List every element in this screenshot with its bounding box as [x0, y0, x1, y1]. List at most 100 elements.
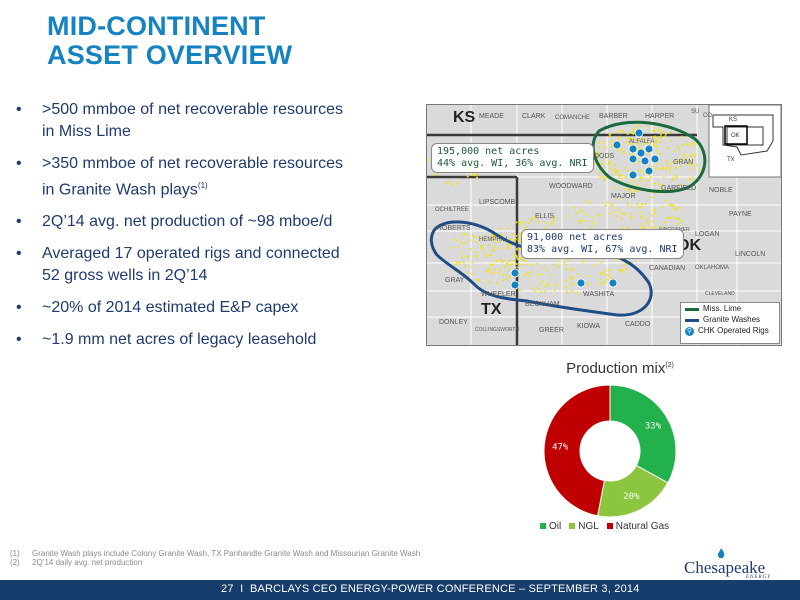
- county-label: GRAN: [673, 159, 694, 166]
- footnotes: (1) Granite Wash plays include Colony Gra…: [10, 549, 420, 567]
- county-label: HARPER: [645, 113, 675, 120]
- miss-lime-line-icon: [685, 307, 699, 311]
- footer-separator: I: [240, 583, 244, 595]
- map-legend: Miss. Lime Granite Washes ⚲ CHK Operated …: [680, 302, 780, 344]
- county-label: GARFIELD: [661, 185, 697, 192]
- bullet-dot-icon: •: [16, 155, 22, 172]
- miss-lime-interest: 44% avg. WI, 36% avg. NRI: [437, 158, 588, 169]
- page-number: 27: [221, 583, 234, 595]
- bullet-dot-icon: •: [16, 213, 22, 231]
- county-label: HEMPHILL: [479, 237, 510, 243]
- bullet-text: 52 gross wells in 2Q’14: [42, 267, 208, 285]
- county-label: LOGAN: [695, 231, 720, 238]
- granite-wash-line-icon: [685, 318, 699, 322]
- miss-lime-acres: 195,000 net acres: [437, 146, 540, 157]
- footnote-2: (2) 2Q’14 daily avg. net production: [10, 558, 420, 567]
- slide-title: MID-CONTINENT ASSET OVERVIEW: [47, 12, 292, 70]
- flame-icon: [717, 548, 725, 559]
- county-label: PAYNE: [729, 211, 752, 218]
- pie-slice-natural-gas: [543, 384, 611, 517]
- granite-wash-acres-box: 91,000 net acres 83% avg. WI, 67% avg. N…: [521, 229, 684, 259]
- legend-item-oil: Oil: [540, 521, 561, 532]
- legend-item-ngl: NGL: [569, 521, 599, 532]
- county-label: OCHILTREE: [435, 207, 469, 213]
- bullet-dot-icon: •: [16, 245, 22, 263]
- bullet-text: in Miss Lime: [42, 123, 131, 140]
- legend-granite-washes: Granite Washes: [681, 315, 779, 325]
- legend-label: NGL: [578, 521, 599, 532]
- county-label: ELLIS: [535, 213, 555, 220]
- county-label: MAJOR: [611, 193, 636, 200]
- miss-lime-acres-box: 195,000 net acres 44% avg. WI, 36% avg. …: [431, 143, 594, 173]
- inset-label-ok: OK: [731, 133, 740, 139]
- title-line-2: ASSET OVERVIEW: [47, 40, 293, 70]
- legend-item-natural-gas: Natural Gas: [606, 521, 669, 532]
- footnote-number: (2): [10, 558, 20, 567]
- county-label: WOODS: [587, 153, 615, 160]
- county-label: CLEVELAND: [705, 291, 735, 297]
- bullet-text: Averaged 17 operated rigs and connected: [42, 245, 340, 263]
- footnote-ref: (1): [197, 181, 208, 190]
- bullet-dot-icon: •: [16, 299, 22, 317]
- county-label: SU: [691, 109, 700, 115]
- county-label: OKLAHOMA: [695, 265, 730, 271]
- county-label: LIPSCOMB: [479, 199, 516, 206]
- bullet-item: • ~20% of 2014 estimated E&P capex: [16, 297, 411, 319]
- legend-swatch: [606, 523, 613, 530]
- footnote-1: (1) Granite Wash plays include Colony Gra…: [10, 549, 420, 558]
- footer-bar: [0, 580, 800, 600]
- county-label: ALFALFA: [629, 139, 655, 145]
- inset-label-tx: TX: [727, 157, 735, 163]
- footer: 27 I BARCLAYS CEO ENERGY-POWER CONFERENC…: [221, 583, 640, 595]
- bullet-text: ~1.9 mm net acres of legacy leasehold: [42, 331, 317, 349]
- legend-label: CHK Operated Rigs: [698, 326, 769, 335]
- county-label: WASHITA: [583, 291, 615, 298]
- bullet-item: • >500 mmboe of net recoverable resources…: [16, 99, 411, 143]
- county-label: ROBERTS: [437, 225, 471, 232]
- legend-label: Granite Washes: [703, 315, 761, 324]
- county-label: BARBER: [599, 113, 628, 120]
- county-label: LINCOLN: [735, 251, 766, 258]
- footer-text: BARCLAYS CEO ENERGY-POWER CONFERENCE – S…: [249, 583, 640, 595]
- county-label: MEADE: [479, 113, 504, 120]
- bullet-text: >500 mmboe of net recoverable resources: [42, 101, 344, 118]
- county-label: KIOWA: [577, 323, 601, 330]
- bullet-list: • >500 mmboe of net recoverable resources…: [16, 99, 411, 361]
- county-label: GREER: [539, 327, 564, 334]
- bullet-dot-icon: •: [16, 101, 22, 118]
- rig-icon: ⚲: [685, 326, 694, 336]
- bullet-item: • 2Q’14 avg. net production of ~98 mboe/d: [16, 211, 411, 233]
- title-line-1: MID-CONTINENT: [47, 11, 266, 41]
- county-label: CLARK: [522, 113, 546, 120]
- county-label: GRAY: [445, 277, 465, 284]
- legend-label: Miss. Lime: [703, 304, 742, 313]
- county-label: DONLEY: [439, 319, 468, 326]
- map-label-tx: TX: [481, 301, 502, 318]
- production-mix-donut-chart: 33% 20% 47%: [543, 384, 677, 518]
- data-label-oil: 33%: [645, 422, 662, 432]
- county-label: WHEELER: [481, 291, 516, 298]
- bullet-text: >350 mmboe of net recoverable resources: [42, 155, 344, 172]
- chart-legend: Oil NGL Natural Gas: [540, 521, 720, 532]
- county-label: COMANCHE: [555, 115, 591, 121]
- granite-wash-acres: 91,000 net acres: [527, 232, 624, 243]
- county-label: NOBLE: [709, 187, 733, 194]
- legend-miss-lime: Miss. Lime: [681, 304, 779, 314]
- footnote-ref: (2): [665, 362, 674, 369]
- chesapeake-logo: Chesapeake ENERGY: [684, 548, 780, 580]
- logo-sub: ENERGY: [746, 575, 771, 580]
- data-label-natural-gas: 47%: [552, 442, 569, 452]
- county-label: WOODWARD: [549, 183, 593, 190]
- legend-swatch: [540, 523, 546, 530]
- county-label: BECKHAM: [525, 301, 560, 308]
- data-label-ngl: 20%: [623, 492, 640, 502]
- bullet-text: 2Q’14 avg. net production of ~98 mboe/d: [42, 213, 333, 231]
- logo-word: Chesapeake: [684, 558, 766, 577]
- map-label-ks: KS: [453, 109, 476, 126]
- footnote-number: (1): [10, 549, 20, 558]
- pie-slice-oil: [609, 384, 677, 484]
- county-label: CANADIAN: [649, 265, 686, 272]
- footnote-text: 2Q’14 daily avg. net production: [32, 558, 143, 567]
- bullet-text: ~20% of 2014 estimated E&P capex: [42, 299, 299, 317]
- map-canvas: [427, 105, 781, 345]
